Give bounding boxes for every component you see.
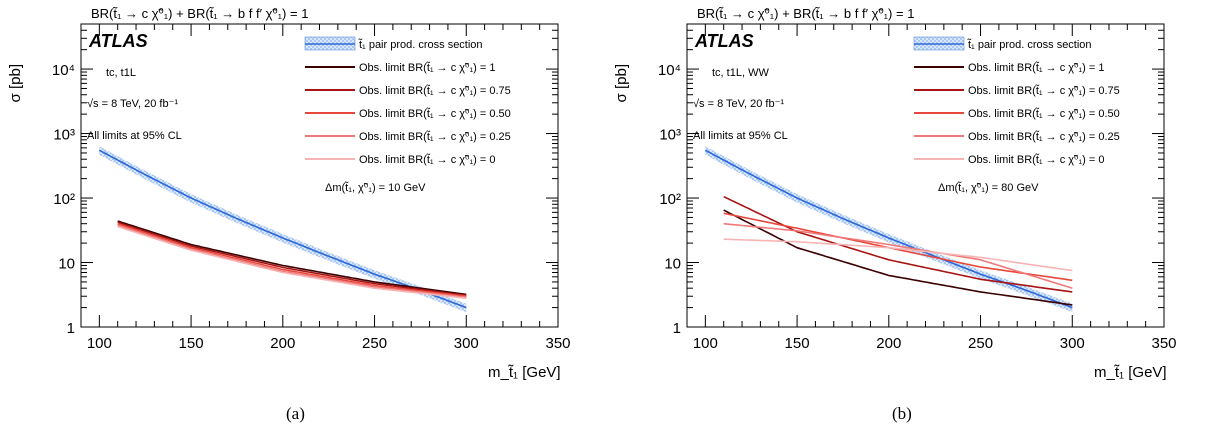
obs-limit-line [117,220,467,296]
x-tick-label: 350 [1151,335,1176,352]
legend-label: Obs. limit BR(t̃₁ → c χ̃⁰₁) = 0.25 [359,130,511,143]
obs-limit-line [117,221,467,297]
panel-b-info-energy: √s = 8 TeV, 20 fb⁻¹ [693,98,784,110]
legend-label: Obs. limit BR(t̃₁ → c χ̃⁰₁) = 0 [359,153,496,166]
legend-label: Obs. limit BR(t̃₁ → c χ̃⁰₁) = 0 [968,153,1105,166]
obs-limit-line [117,224,467,298]
legend-label: t̃₁ pair prod. cross section [358,38,483,51]
y-tick-label: 1 [673,320,681,337]
y-tick-label: 10⁴ [658,62,681,79]
panel-b-y-ticks: 1 10 10² 10³ 10⁴ [658,23,1164,337]
obs-limit-line [117,222,467,297]
legend-label: Obs. limit BR(t̃₁ → c χ̃⁰₁) = 0.75 [359,84,511,97]
x-tick-label: 100 [87,335,112,352]
y-tick-label: 10⁴ [52,62,75,79]
x-tick-label: 150 [179,335,204,352]
x-tick-label: 250 [362,335,387,352]
legend-label: Obs. limit BR(t̃₁ → c χ̃⁰₁) = 0.25 [968,130,1120,143]
panel-a-y-ticks: 1 10 10² 10³ 10⁴ [52,23,558,337]
panel-b-caption: (b) [892,404,912,423]
panel-b-y-axis-label: σ [pb] [613,64,630,102]
y-tick-label: 10 [664,256,681,273]
x-tick-label: 350 [545,335,570,352]
panel-a-info-energy: √s = 8 TeV, 20 fb⁻¹ [87,98,178,110]
panel-a-legend: t̃₁ pair prod. cross section Obs. limit B… [304,36,511,166]
x-tick-label: 300 [454,335,479,352]
legend-label: t̃₁ pair prod. cross section [967,38,1092,51]
obs-limit-line [117,225,467,299]
panel-b-chart: BR(t̃₁ → c χ̃⁰₁) + BR(t̃₁ → b f f′ χ̃⁰₁)… [613,6,1177,381]
x-tick-label: 200 [270,335,295,352]
xsec-central-line [704,149,1073,309]
legend-label: Obs. limit BR(t̃₁ → c χ̃⁰₁) = 0.50 [968,107,1120,120]
panel-b-x-ticks: 100 150 200 250 300 350 [686,24,1177,352]
panel-b-header: BR(t̃₁ → c χ̃⁰₁) + BR(t̃₁ → b f f′ χ̃⁰₁)… [697,6,914,21]
panel-a-y-axis-label: σ [pb] [7,64,24,102]
panel-a-chart: BR(t̃₁ → c χ̃⁰₁) + BR(t̃₁ → b f f′ χ̃⁰₁)… [7,6,571,381]
panel-b-info-channel: tc, t1L, WW [712,67,769,79]
x-tick-label: 200 [876,335,901,352]
panel-a-atlas-logo: ATLAS [88,31,148,51]
obs-limit-line [723,238,1073,272]
y-tick-label: 1 [67,320,75,337]
panel-a-delta-m: Δm(t̃₁, χ̃⁰₁) = 10 GeV [325,181,426,194]
panel-a-info-channel: tc, t1L [106,67,136,79]
y-tick-label: 10² [53,191,75,208]
y-tick-label: 10² [659,191,681,208]
panel-b-delta-m: Δm(t̃₁, χ̃⁰₁) = 80 GeV [938,181,1039,194]
xsec-uncertainty-band [705,146,1073,313]
obs-limit-line [723,222,1073,289]
x-tick-label: 100 [693,335,718,352]
x-tick-label: 150 [785,335,810,352]
y-tick-label: 10³ [53,127,75,144]
panel-a-header: BR(t̃₁ → c χ̃⁰₁) + BR(t̃₁ → b f f′ χ̃⁰₁)… [91,6,308,21]
legend-label: Obs. limit BR(t̃₁ → c χ̃⁰₁) = 1 [359,61,496,74]
obs-limit-line [723,209,1073,306]
legend-label: Obs. limit BR(t̃₁ → c χ̃⁰₁) = 0.50 [359,107,511,120]
obs-limit-line [723,212,1073,282]
legend-label: Obs. limit BR(t̃₁ → c χ̃⁰₁) = 0.75 [968,84,1120,97]
panel-b-atlas-logo: ATLAS [694,31,754,51]
panel-b-plot-area [704,146,1073,313]
xsec-central-line [98,149,467,309]
panel-a-x-ticks: 100 150 200 250 300 350 [80,24,571,352]
panel-b-info-cl: All limits at 95% CL [693,130,788,142]
panel-b-x-axis-label: m_t̃₁ [GeV] [1094,364,1167,381]
panel-a-plot-area [98,146,467,313]
panel-b-legend: t̃₁ pair prod. cross section Obs. limit B… [913,36,1120,166]
y-tick-label: 10 [58,256,75,273]
legend-label: Obs. limit BR(t̃₁ → c χ̃⁰₁) = 1 [968,61,1105,74]
x-tick-label: 250 [968,335,993,352]
x-tick-label: 300 [1060,335,1085,352]
panel-a-x-axis-label: m_t̃₁ [GeV] [488,364,561,381]
xsec-uncertainty-band [99,146,467,313]
y-tick-label: 10³ [659,127,681,144]
panel-a-caption: (a) [286,404,305,423]
panel-a-info-cl: All limits at 95% CL [87,130,182,142]
